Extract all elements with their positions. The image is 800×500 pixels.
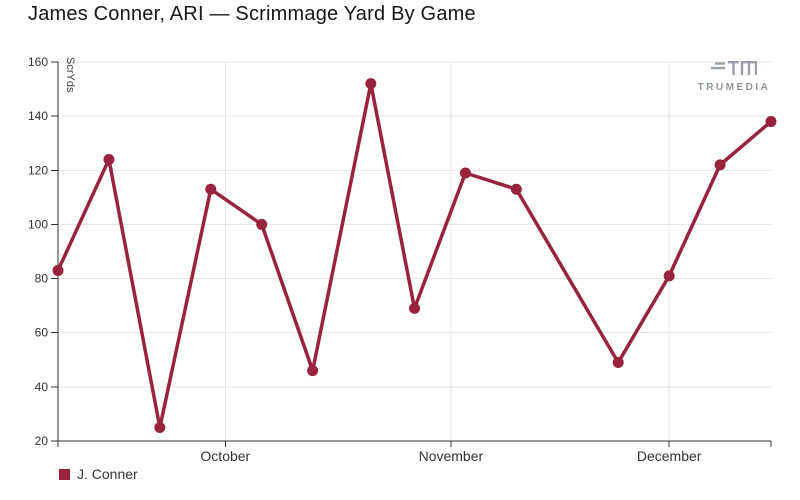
data-point[interactable]: [459, 167, 471, 179]
y-tick-label: 140: [28, 109, 48, 123]
y-tick-label: 160: [28, 55, 48, 69]
legend[interactable]: J. Conner: [59, 466, 138, 482]
y-axis-title: ScrYds: [64, 57, 76, 93]
data-point[interactable]: [154, 421, 166, 433]
chart-title: James Conner, ARI — Scrimmage Yard By Ga…: [28, 3, 476, 25]
trumedia-logo-icon: [711, 60, 757, 75]
y-tick-label: 120: [28, 163, 48, 177]
y-tick-label: 40: [35, 380, 49, 394]
data-point[interactable]: [612, 356, 624, 368]
x-tick-label: November: [419, 448, 484, 464]
data-point[interactable]: [205, 183, 217, 195]
x-tick-label: October: [200, 448, 250, 464]
data-point[interactable]: [765, 116, 777, 128]
y-tick-label: 20: [35, 434, 49, 448]
x-tick-label: December: [637, 448, 702, 464]
legend-swatch: [59, 468, 70, 480]
data-point[interactable]: [103, 153, 115, 165]
data-point[interactable]: [256, 218, 268, 230]
data-point[interactable]: [510, 183, 522, 195]
series-line: [56, 81, 773, 430]
data-point[interactable]: [307, 365, 319, 377]
data-point[interactable]: [714, 159, 726, 171]
y-tick-label: 60: [35, 326, 49, 340]
trumedia-logo: TRUMEDIA: [693, 58, 775, 93]
data-point[interactable]: [52, 264, 64, 276]
data-point[interactable]: [365, 78, 377, 90]
y-tick-label: 80: [35, 272, 49, 286]
trumedia-logo-text: TRUMEDIA: [697, 82, 771, 93]
data-point[interactable]: [409, 302, 420, 314]
y-tick-label: 100: [28, 217, 48, 231]
legend-label: J. Conner: [77, 466, 138, 482]
data-point[interactable]: [663, 270, 675, 282]
